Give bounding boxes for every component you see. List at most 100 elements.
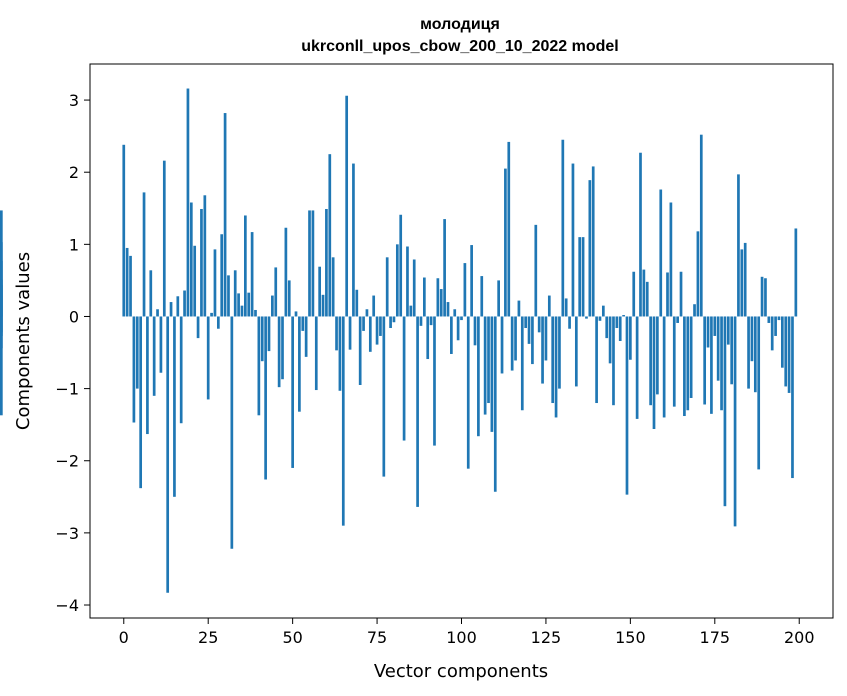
bar: [308, 210, 311, 317]
x-tick-label: 75: [367, 628, 387, 647]
x-tick-label: 150: [615, 628, 646, 647]
bar: [774, 316, 777, 336]
bar: [233, 270, 237, 317]
bar: [777, 316, 781, 321]
bar: [581, 237, 585, 317]
bar: [0, 242, 3, 317]
bar: [429, 316, 433, 326]
chart-title-line2: ukrconll_upos_cbow_200_10_2022 model: [301, 38, 618, 55]
bar: [345, 95, 349, 317]
bar: [426, 316, 430, 360]
bar: [446, 302, 450, 317]
bar: [730, 316, 734, 385]
bar: [321, 294, 325, 317]
bar: [179, 316, 183, 424]
bar: [244, 215, 247, 317]
bar: [615, 316, 619, 329]
bar: [355, 289, 359, 317]
bar: [585, 316, 588, 319]
bar: [547, 295, 551, 317]
bar: [183, 290, 186, 317]
bar: [477, 316, 480, 437]
bar: [693, 304, 696, 317]
bar: [683, 316, 686, 417]
bar: [514, 316, 517, 361]
bar: [372, 295, 376, 317]
y-tick-label: 3: [69, 91, 79, 110]
bar: [466, 316, 470, 469]
plot-frame: [89, 63, 834, 619]
bar: [274, 267, 278, 317]
bar: [760, 276, 764, 317]
bar: [416, 316, 419, 507]
bar: [686, 316, 690, 411]
bar: [463, 263, 467, 317]
bar: [524, 316, 528, 329]
bar: [713, 316, 717, 336]
bar: [753, 316, 757, 393]
bar: [743, 242, 747, 317]
x-tick-label: 0: [119, 628, 129, 647]
bar: [780, 316, 784, 368]
bar: [0, 279, 3, 317]
bar: [142, 192, 146, 317]
bar: [125, 247, 129, 317]
bar: [612, 316, 615, 406]
bar: [311, 210, 315, 317]
x-tick-label: 100: [446, 628, 477, 647]
bar: [605, 316, 609, 339]
bar: [216, 316, 220, 329]
y-tick-label: 0: [69, 307, 79, 326]
bar: [423, 277, 426, 317]
bar: [220, 234, 224, 317]
bar: [146, 316, 149, 435]
bar: [287, 280, 291, 317]
bar: [706, 316, 710, 348]
bar: [399, 214, 403, 317]
bar: [436, 278, 440, 317]
bar: [294, 311, 298, 317]
bar: [747, 316, 750, 389]
bar: [328, 154, 332, 317]
bar: [348, 316, 352, 350]
bar: [764, 278, 767, 317]
bar: [595, 316, 598, 404]
bar: [510, 316, 514, 371]
bar: [574, 316, 578, 387]
bar: [527, 316, 531, 344]
bar: [352, 163, 355, 317]
bar: [291, 316, 294, 468]
bar: [382, 316, 386, 477]
bar: [483, 316, 487, 415]
bar: [554, 316, 558, 418]
bar: [737, 174, 740, 317]
bar: [656, 316, 659, 395]
bar: [0, 316, 3, 336]
bar: [662, 316, 666, 418]
bar: [703, 316, 707, 405]
bar: [649, 316, 652, 406]
bar: [645, 281, 649, 317]
bar: [392, 316, 396, 323]
bar: [203, 195, 207, 317]
y-tick-label: −3: [55, 524, 79, 543]
bar: [395, 244, 399, 317]
bar: [622, 315, 625, 317]
x-tick-label: 175: [700, 628, 731, 647]
bar: [608, 316, 612, 364]
x-axis-ticks: 0 25 50 75 100 125 150 175 200: [119, 618, 815, 647]
bar: [284, 227, 288, 317]
bar: [642, 269, 646, 317]
bar: [531, 316, 534, 365]
bar: [639, 152, 642, 317]
bar: [325, 208, 328, 317]
bar: [666, 272, 669, 317]
bar: [564, 298, 568, 317]
bar: [669, 202, 673, 317]
bar: [135, 316, 139, 389]
bar: [298, 316, 301, 412]
bar: [490, 316, 494, 432]
x-tick-label: 25: [198, 628, 218, 647]
bar: [210, 312, 213, 317]
